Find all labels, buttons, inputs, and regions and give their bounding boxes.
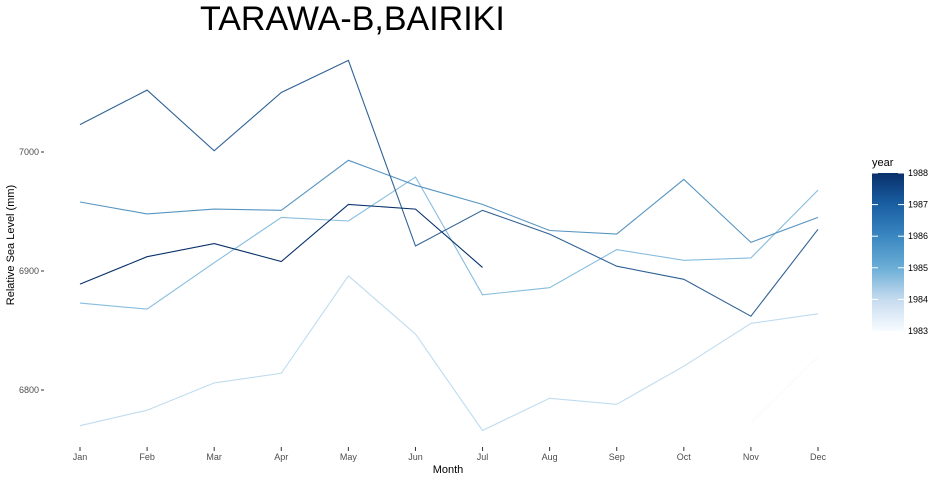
- legend-tick-label: 1983: [908, 326, 928, 336]
- x-tick-label: Mar: [206, 452, 222, 462]
- y-tick-label: 6900: [19, 266, 39, 276]
- chart-title: TARAWA-B,BAIRIKI: [200, 0, 505, 38]
- y-axis: 6800 6900 7000: [19, 147, 44, 395]
- series-line-1983: [750, 356, 819, 424]
- x-tick-label: Jun: [408, 452, 423, 462]
- y-tick-label: 6800: [19, 385, 39, 395]
- x-tick-label: Dec: [810, 452, 827, 462]
- legend-title: year: [872, 157, 894, 169]
- color-legend: year 1983 1984 1985 1986 1987 1988: [872, 157, 928, 336]
- x-tick-label: Oct: [677, 452, 692, 462]
- legend-tick-label: 1987: [908, 200, 928, 210]
- x-tick-label: Sep: [609, 452, 625, 462]
- legend-tick-label: 1988: [908, 168, 928, 178]
- series-lines: [79, 59, 819, 432]
- x-axis-title: Month: [433, 464, 464, 476]
- legend-tick-label: 1985: [908, 263, 928, 273]
- x-tick-label: Aug: [542, 452, 558, 462]
- y-tick-label: 7000: [19, 147, 39, 157]
- y-axis-title: Relative Sea Level (mm): [5, 185, 17, 305]
- legend-colorbar: [872, 173, 904, 331]
- x-tick-label: Nov: [743, 452, 760, 462]
- series-line-1987: [79, 59, 819, 317]
- legend-tick-label: 1986: [908, 231, 928, 241]
- series-line-1985: [79, 176, 819, 310]
- x-tick-label: Apr: [274, 452, 288, 462]
- x-axis: Jan Feb Mar Apr May Jun Jul Aug Sep Oct Nov Dec: [73, 447, 827, 462]
- legend-tick-label: 1984: [908, 294, 928, 304]
- x-tick-label: Feb: [139, 452, 155, 462]
- series-line-1984: [79, 274, 819, 432]
- x-tick-label: Jul: [477, 452, 489, 462]
- series-line-1986: [79, 159, 819, 244]
- x-tick-label: May: [340, 452, 358, 462]
- series-line-1988: [79, 203, 483, 285]
- x-tick-label: Jan: [73, 452, 88, 462]
